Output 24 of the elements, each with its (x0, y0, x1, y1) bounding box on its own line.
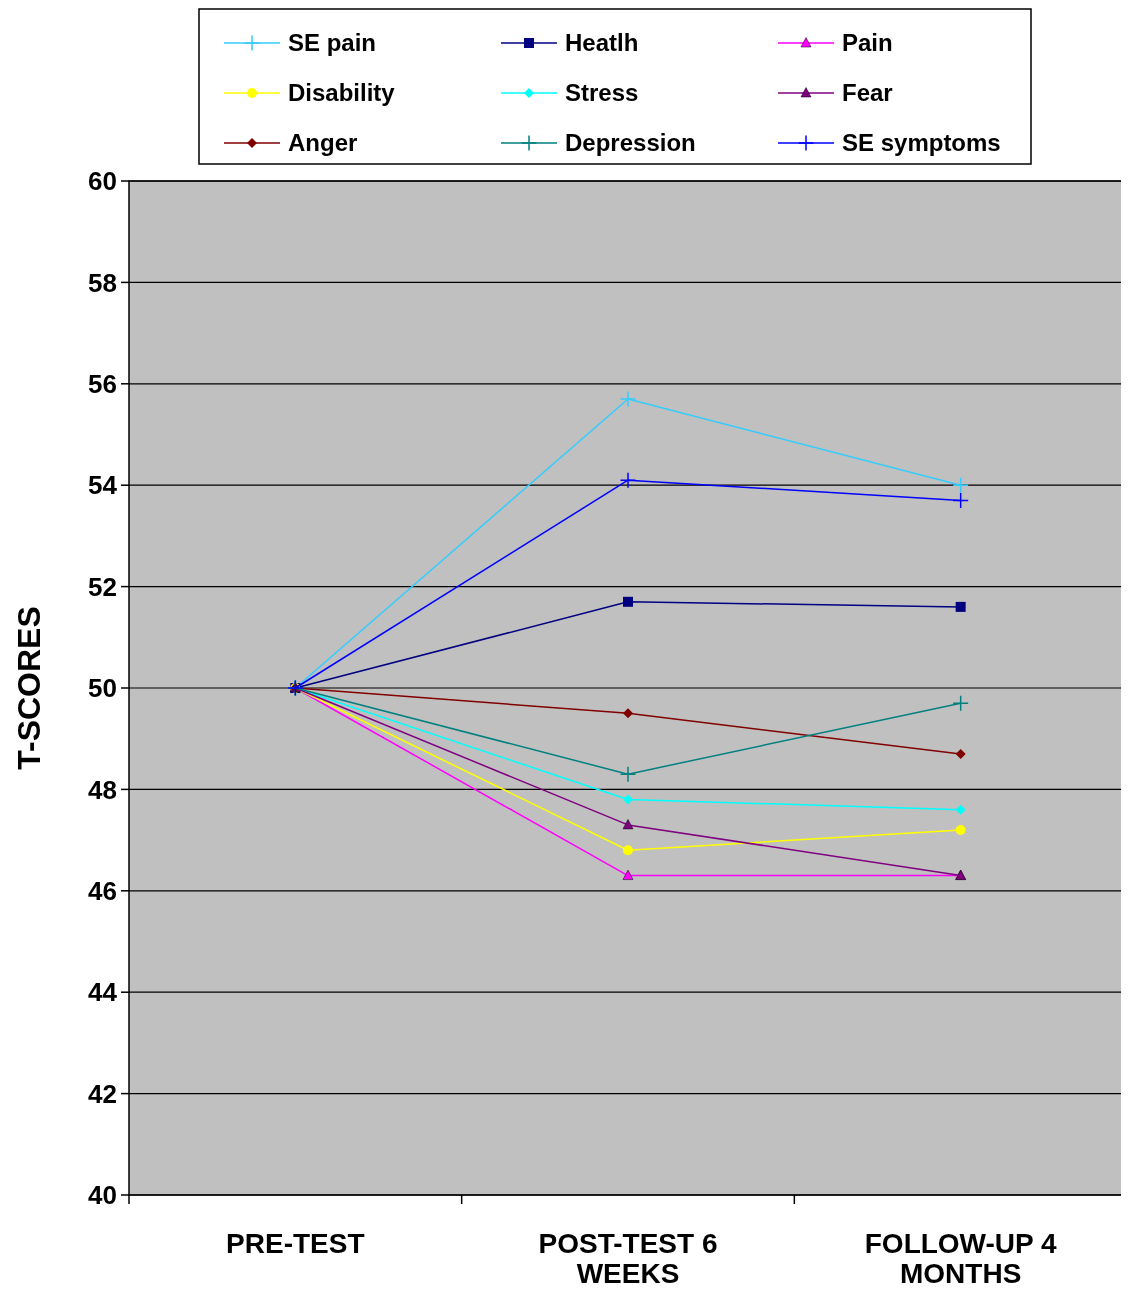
y-tick-label: 42 (88, 1078, 117, 1109)
legend-label: Stress (565, 79, 639, 107)
x-tick-label: PRE-TEST (226, 1228, 365, 1259)
legend-label: SE symptoms (842, 129, 1001, 157)
legend-label: Pain (842, 29, 893, 57)
y-tick-label: 54 (88, 470, 118, 501)
legend-label: Heatlh (565, 29, 639, 57)
legend-label: Depression (565, 129, 696, 157)
y-tick-label: 46 (88, 875, 117, 906)
y-tick-label: 44 (88, 977, 118, 1008)
y-tick-label: 40 (88, 1180, 117, 1211)
y-tick-label: 56 (88, 368, 117, 399)
y-tick-label: 50 (88, 673, 117, 704)
y-tick-label: 58 (88, 267, 117, 298)
legend-label: Anger (288, 129, 358, 157)
x-tick-label: POST-TEST 6 WEEKS (538, 1228, 718, 1289)
x-tick-label: FOLLOW-UP 4 MONTHS (864, 1228, 1057, 1289)
legend-label: SE pain (288, 29, 377, 57)
legend-label: Fear (842, 79, 893, 107)
y-tick-label: 52 (88, 571, 117, 602)
legend-label: Disability (288, 79, 396, 107)
y-axis-title: T-SCORES (11, 606, 47, 770)
y-tick-label: 48 (88, 774, 117, 805)
y-tick-label: 60 (88, 166, 117, 197)
